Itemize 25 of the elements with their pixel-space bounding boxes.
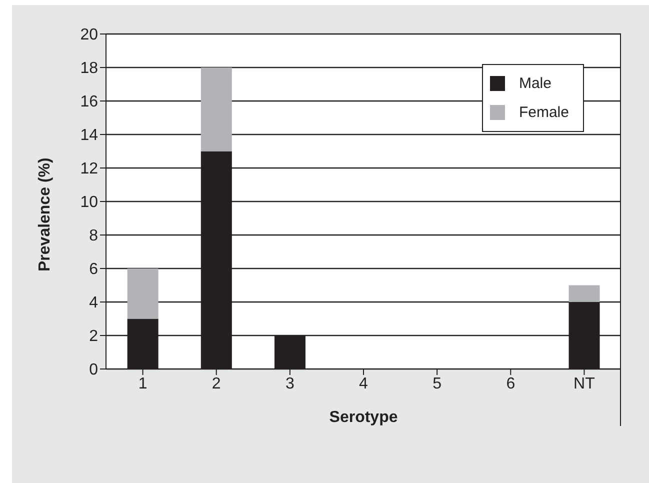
y-tick-label: 18 [80,60,98,78]
bar [200,68,232,152]
y-tick-label: 10 [80,194,98,212]
y-tick-label: 12 [80,160,98,178]
x-tick-label: 2 [212,375,221,392]
x-tick-label: 3 [285,375,294,392]
y-tick-label: 16 [80,94,98,111]
y-axis-title: Prevalence (%) [36,158,54,272]
x-axis-title: Serotype [329,409,398,426]
y-tick-label: 2 [89,328,98,346]
x-tick-label: NT [574,375,596,392]
bar [127,268,158,319]
y-tick-label: 20 [80,26,98,44]
x-tick-label: 6 [506,375,516,392]
y-tick-label: 14 [80,127,98,144]
legend-label: Male [518,74,552,94]
x-tick-label: 4 [359,375,368,392]
y-tick-label: 6 [89,261,98,278]
x-tick-label: 5 [432,375,442,392]
bar [568,285,600,302]
x-tick-label: 1 [138,375,148,392]
y-tick-label: 8 [89,228,98,245]
legend-label: Female [518,103,569,123]
y-tick-label: 4 [89,294,98,312]
y-tick-label: 0 [89,362,98,379]
